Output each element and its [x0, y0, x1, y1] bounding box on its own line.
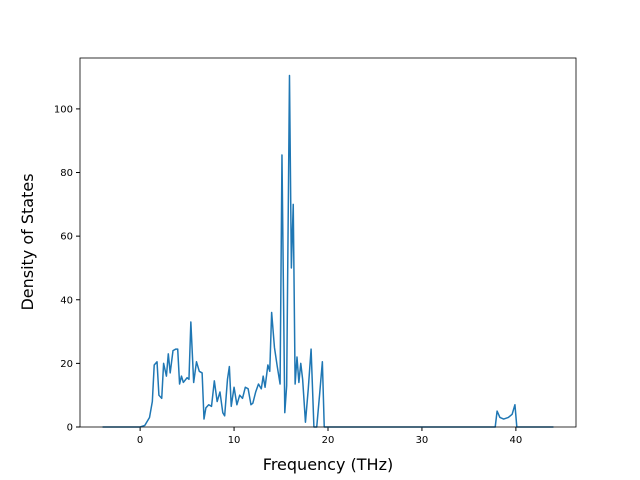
x-tick-label: 40 [510, 435, 523, 446]
y-tick-label: 0 [67, 423, 73, 434]
y-tick-label: 80 [60, 168, 73, 179]
x-tick-label: 30 [416, 435, 429, 446]
x-tick-label: 10 [228, 435, 241, 446]
y-tick-label: 40 [60, 295, 73, 306]
plot-frame [79, 57, 577, 428]
y-tick-label: 20 [60, 359, 73, 370]
line [102, 74, 554, 428]
y-tick-label: 100 [54, 104, 73, 115]
y-axis-label: Density of States [18, 173, 37, 310]
x-tick-label: 0 [137, 435, 143, 446]
y-tick-label: 60 [60, 232, 73, 243]
x-tick-label: 20 [322, 435, 335, 446]
x-axis-label: Frequency (THz) [263, 455, 393, 474]
